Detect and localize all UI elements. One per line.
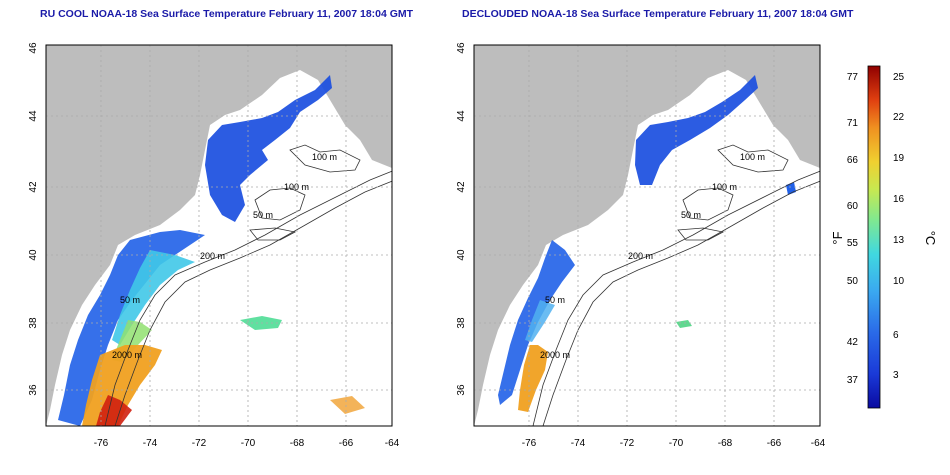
left-map: 100 m 100 m 50 m 200 m 50 m 2000 m -76 -… [28, 42, 400, 449]
grid-left [46, 45, 392, 426]
x-tick: -66 [767, 438, 782, 449]
temperature-colorbar: 77 71 66 60 55 50 42 37 25 22 19 16 13 1… [830, 65, 938, 409]
c-tick: 13 [893, 235, 905, 246]
y-tick: 38 [28, 317, 39, 329]
sst-warm-left [82, 345, 162, 426]
x-tick: -68 [290, 438, 305, 449]
x-tick: -70 [669, 438, 684, 449]
bathymetry-contours-left [104, 144, 392, 426]
f-tick: 42 [847, 337, 859, 348]
contour-label: 100 m [712, 182, 737, 192]
land-right [474, 45, 820, 426]
sst-blue-right [635, 75, 758, 185]
x-tick: -72 [192, 438, 207, 449]
sst-red-left [96, 395, 132, 426]
y-tick: 38 [456, 317, 467, 329]
fahrenheit-label: °F [830, 231, 845, 244]
y-tick: 46 [28, 42, 39, 54]
f-tick: 71 [847, 118, 859, 129]
contour-label: 50 m [120, 295, 140, 305]
y-tick: 44 [28, 110, 39, 122]
sst-green-patch-right [676, 320, 692, 328]
y-tick: 42 [456, 181, 467, 193]
x-tick: -74 [143, 438, 158, 449]
colorbar-gradient [867, 65, 881, 409]
contour-label: 200 m [628, 251, 653, 261]
y-axis-right: 36 38 40 42 44 46 [456, 42, 467, 396]
contour-label: 100 m [312, 152, 337, 162]
f-tick: 66 [847, 155, 859, 166]
c-tick: 10 [893, 276, 905, 287]
f-tick: 77 [847, 72, 859, 83]
x-tick: -74 [571, 438, 586, 449]
fahrenheit-ticks: 77 71 66 60 55 50 42 37 [847, 72, 859, 386]
x-tick: -64 [811, 438, 826, 449]
c-tick: 19 [893, 153, 905, 164]
contour-label: 2000 m [540, 350, 570, 360]
c-tick: 25 [893, 72, 905, 83]
contour-label: 50 m [545, 295, 565, 305]
sst-warm-right [518, 345, 548, 412]
x-tick: -72 [620, 438, 635, 449]
sst-blue-left [205, 75, 332, 222]
celsius-ticks: 25 22 19 16 13 10 6 3 [893, 72, 905, 381]
f-tick: 60 [847, 201, 859, 212]
bathymetry-contours-right [532, 144, 820, 426]
f-tick: 55 [847, 238, 859, 249]
c-tick: 3 [893, 370, 899, 381]
grid-right [474, 45, 820, 426]
contour-label: 2000 m [112, 350, 142, 360]
contour-label: 50 m [253, 210, 273, 220]
y-axis-left: 36 38 40 42 44 46 [28, 42, 39, 396]
x-tick: -70 [241, 438, 256, 449]
x-tick: -68 [718, 438, 733, 449]
c-tick: 16 [893, 194, 905, 205]
x-axis-right: -76 -74 -72 -70 -68 -66 -64 [522, 438, 826, 449]
y-tick: 46 [456, 42, 467, 54]
c-tick: 22 [893, 112, 905, 123]
x-tick: -76 [94, 438, 109, 449]
f-tick: 37 [847, 375, 859, 386]
contour-label: 50 m [681, 210, 701, 220]
sst-orange-patch-left [330, 396, 365, 414]
y-tick: 40 [456, 249, 467, 261]
c-tick: 6 [893, 330, 899, 341]
f-tick: 50 [847, 276, 859, 287]
right-panel-title: DECLOUDED NOAA-18 Sea Surface Temperatur… [462, 8, 854, 20]
y-tick: 40 [28, 249, 39, 261]
celsius-label: °C [923, 231, 938, 246]
contour-label: 200 m [200, 251, 225, 261]
x-axis-left: -76 -74 -72 -70 -68 -66 -64 [94, 438, 400, 449]
y-tick: 36 [28, 384, 39, 396]
land-left [46, 45, 392, 426]
y-tick: 36 [456, 384, 467, 396]
right-map: 100 m 100 m 50 m 200 m 50 m 2000 m -76 -… [456, 42, 826, 449]
x-tick: -76 [522, 438, 537, 449]
left-panel-title: RU COOL NOAA-18 Sea Surface Temperature … [40, 8, 414, 20]
contour-label: 100 m [740, 152, 765, 162]
y-tick: 44 [456, 110, 467, 122]
contour-label: 100 m [284, 182, 309, 192]
x-tick: -66 [339, 438, 354, 449]
sst-cyan-right [525, 300, 555, 342]
x-tick: -64 [385, 438, 400, 449]
y-tick: 42 [28, 181, 39, 193]
